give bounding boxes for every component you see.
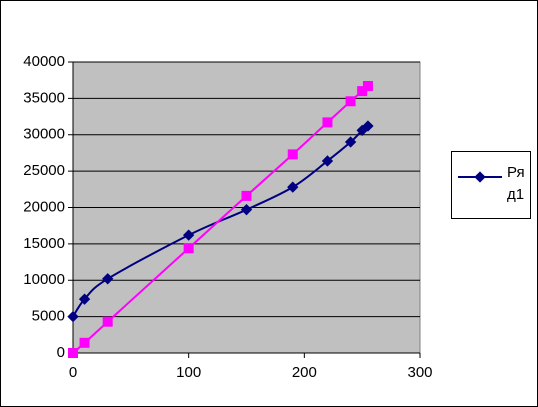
x-tick-label: 300 [407, 364, 432, 381]
marker [345, 96, 356, 107]
y-tick-label: 25000 [23, 162, 65, 179]
marker [241, 190, 252, 201]
y-tick-label: 30000 [23, 126, 65, 143]
marker [321, 155, 334, 167]
legend-key [458, 171, 502, 183]
y-tick-label: 40000 [23, 53, 65, 70]
marker [357, 86, 368, 97]
legend-marker [474, 171, 486, 183]
x-tick-label: 0 [69, 364, 77, 381]
y-tick-label: 0 [57, 344, 65, 361]
legend: Ряд1 [451, 151, 531, 219]
series-line [72, 125, 369, 318]
x-tick-label: 200 [292, 364, 317, 381]
marker [68, 348, 78, 358]
y-tick-label: 35000 [23, 89, 65, 106]
marker [322, 117, 333, 128]
y-tick-label: 10000 [23, 271, 65, 288]
marker [362, 81, 373, 92]
marker [183, 243, 194, 254]
marker [287, 181, 299, 193]
legend-label: Ряд1 [507, 164, 525, 203]
marker [79, 337, 90, 348]
x-tick-label: 100 [176, 364, 201, 381]
marker [344, 136, 357, 148]
marker [102, 316, 113, 327]
y-tick-label: 15000 [23, 235, 65, 252]
marker [287, 149, 298, 160]
y-tick-label: 20000 [23, 198, 65, 215]
marker [240, 204, 253, 216]
marker [183, 229, 195, 241]
y-tick-label: 5000 [32, 308, 65, 325]
series-line [72, 85, 369, 354]
